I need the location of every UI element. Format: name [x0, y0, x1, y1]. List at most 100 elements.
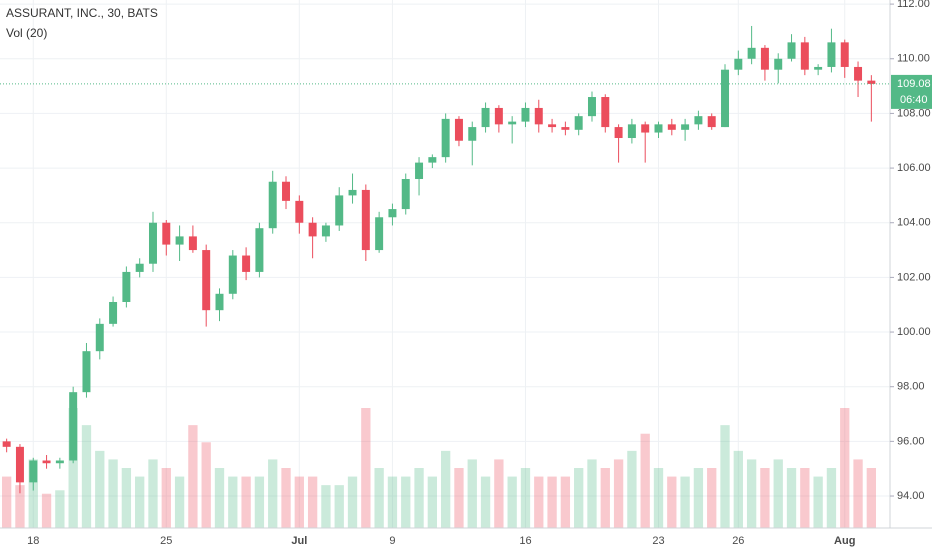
candle-body [627, 124, 636, 139]
volume-bar [574, 468, 584, 528]
volume-bar [840, 408, 850, 528]
x-tick-label: 9 [389, 535, 395, 547]
volume-bar [174, 476, 185, 528]
volume-bar [148, 459, 158, 528]
candle-body [508, 121, 517, 125]
y-tick-label: 96.00 [897, 435, 925, 447]
x-tick-label: 18 [27, 535, 39, 547]
volume-bar [773, 459, 783, 528]
x-tick-label: Jul [291, 535, 307, 547]
volume-bar [1, 476, 12, 528]
y-tick-label: 112.00 [897, 0, 930, 10]
candle-body [827, 42, 836, 67]
volume-bar [81, 425, 92, 528]
candle-body [55, 460, 64, 464]
candle-body [521, 107, 530, 122]
candle-body [561, 127, 570, 130]
y-tick-label: 94.00 [897, 490, 925, 502]
candles [2, 25, 876, 494]
y-tick-label: 110.00 [897, 53, 930, 65]
last-price-box [891, 74, 932, 109]
candle-body [574, 116, 583, 130]
volume-bar [307, 476, 318, 528]
volume-bar [467, 459, 477, 528]
volume-bar [161, 468, 171, 528]
volume-bar [281, 468, 291, 528]
candle-body [295, 200, 304, 223]
x-tick-label: 26 [732, 535, 744, 547]
y-tick-label: 106.00 [897, 162, 931, 174]
candle-body [468, 127, 477, 141]
volume-bar [55, 490, 65, 528]
volume-bar [254, 476, 265, 528]
candle-body [95, 323, 104, 352]
candle-body [15, 446, 24, 483]
x-tick-label: Aug [834, 535, 855, 547]
volume-bar [507, 476, 517, 528]
volume-bar [387, 476, 398, 528]
volume-bar [347, 476, 358, 528]
candle-body [122, 271, 131, 302]
candle-body [42, 460, 51, 464]
x-tick-label: 16 [519, 535, 531, 547]
volume-bar [241, 476, 251, 528]
volume-bar [121, 468, 132, 528]
volume-bar [268, 459, 278, 528]
candle-body [441, 118, 450, 158]
candle-body [641, 124, 650, 133]
volume-bar [214, 468, 225, 528]
y-tick-label: 108.00 [897, 107, 931, 119]
candle-body [202, 250, 211, 311]
candle-body [854, 66, 863, 81]
volume-bar [760, 468, 770, 528]
volume-bar [653, 468, 664, 528]
candle-body [228, 255, 237, 294]
volume-bar [826, 468, 837, 528]
volume-bar [108, 459, 118, 528]
candle-body [135, 263, 144, 272]
x-tick-label: 23 [652, 535, 664, 547]
candle-body [814, 66, 823, 70]
volume-bar [15, 485, 25, 528]
candle-body [481, 107, 490, 128]
y-tick-label: 102.00 [897, 271, 931, 283]
candle-body [614, 127, 623, 139]
volume-pane [1, 408, 877, 528]
candle-body [787, 42, 796, 59]
volume-bar [294, 476, 304, 528]
candle-body [268, 181, 277, 229]
candle-body [188, 236, 197, 251]
volume-bar [228, 476, 238, 528]
volume-bar [600, 468, 610, 528]
candle-body [454, 118, 463, 141]
volume-bar [201, 442, 211, 528]
volume-bar [440, 450, 451, 528]
volume-bar [693, 468, 704, 528]
volume-bar [680, 476, 690, 528]
candle-body [282, 181, 291, 201]
candle-body [774, 58, 783, 70]
candle-body [308, 222, 317, 237]
candle-body [335, 195, 344, 226]
candle-body [415, 162, 424, 180]
candle-body [760, 47, 769, 70]
candle-body [667, 124, 676, 130]
volume-bar [427, 476, 438, 528]
volume-bar [547, 476, 557, 528]
candle-body [601, 97, 610, 128]
volume-bar [41, 493, 52, 528]
candle-body [721, 69, 730, 128]
candle-body [840, 42, 849, 67]
candle-body [375, 217, 384, 251]
y-tick-label: 104.00 [897, 217, 931, 229]
volume-bar [587, 459, 597, 528]
volume-bar [560, 476, 571, 528]
volume-bar [853, 459, 863, 528]
volume-bar [627, 450, 637, 528]
volume-bar [613, 459, 624, 528]
volume-bar [786, 468, 797, 528]
volume-bar [720, 425, 730, 528]
volume-bar [707, 468, 717, 528]
